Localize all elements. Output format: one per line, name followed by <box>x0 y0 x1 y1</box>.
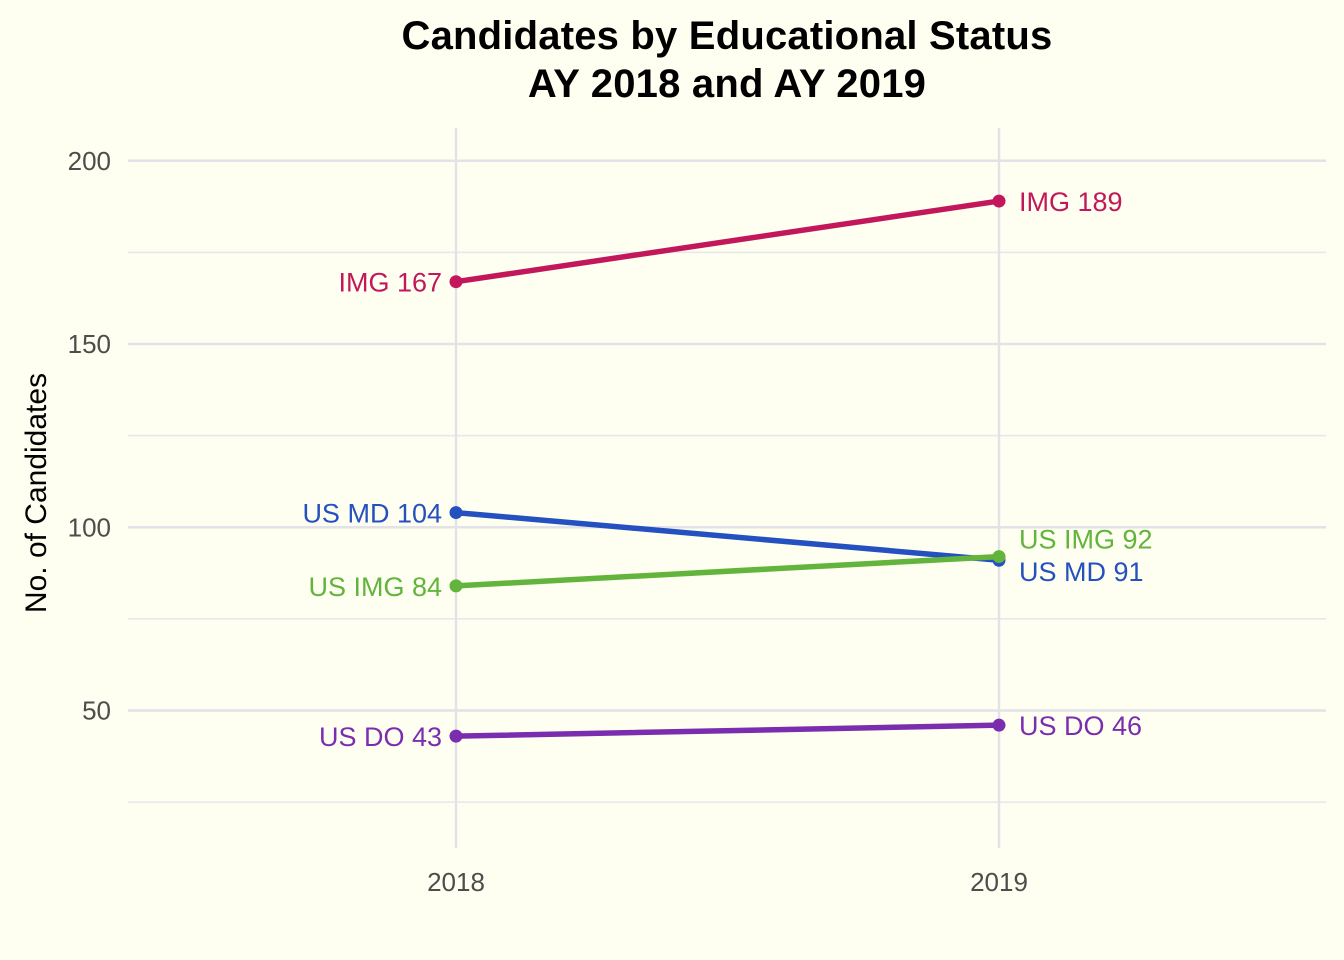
series-line <box>453 509 1002 563</box>
data-point <box>449 275 463 289</box>
data-point <box>449 729 463 743</box>
data-point <box>992 718 1006 732</box>
data-label: US IMG 84 <box>308 572 442 602</box>
y-tick-label: 200 <box>68 146 111 176</box>
chart-subtitle: AY 2018 and AY 2019 <box>527 62 927 106</box>
data-point <box>992 194 1006 208</box>
y-tick-label: 50 <box>82 696 111 726</box>
y-tick-label: 100 <box>68 512 111 542</box>
y-axis-label: No. of Candidates <box>20 373 53 613</box>
data-point <box>992 550 1006 564</box>
x-tick-label: 2018 <box>427 867 485 897</box>
chart-title: Candidates by Educational Status <box>401 14 1053 58</box>
data-label: US IMG 92 <box>1019 525 1153 555</box>
data-label: US MD 104 <box>302 499 442 529</box>
data-point <box>449 579 463 593</box>
x-tick-label: 2019 <box>970 867 1028 897</box>
series-line <box>453 722 1002 739</box>
data-label: US MD 91 <box>1019 557 1144 587</box>
series-line <box>453 553 1002 589</box>
data-point <box>449 506 463 520</box>
data-label: IMG 189 <box>1019 187 1123 217</box>
data-label: US DO 43 <box>319 722 442 752</box>
y-tick-label: 150 <box>68 329 111 359</box>
series-line <box>453 198 1002 285</box>
data-label: IMG 167 <box>338 268 442 298</box>
data-label: US DO 46 <box>1019 711 1142 741</box>
